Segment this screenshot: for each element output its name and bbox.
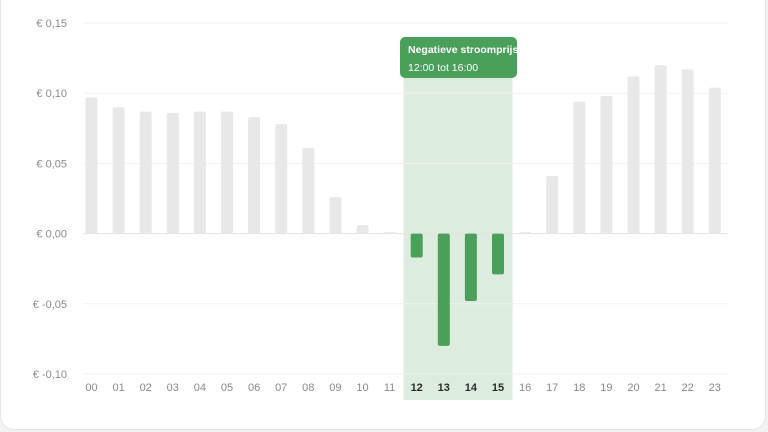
x-tick-label: 19 [600,382,612,394]
bar [600,96,613,234]
bar [627,76,640,234]
bar [546,176,559,234]
bar [329,197,342,234]
x-tick-label: 21 [654,382,666,394]
bar [681,69,694,234]
y-tick-label: € 0,00 [36,229,67,241]
tooltip-time-range: 12:00 tot 16:00 [408,62,479,74]
x-tick-label: 03 [167,382,179,394]
negative-price-tooltip: Negatieve stroomprijs 12:00 tot 16:00 [400,37,519,78]
y-tick-label: € -0,10 [33,369,67,381]
bar [112,107,125,234]
x-tick-label: 17 [546,382,558,394]
bar [573,101,586,234]
x-tick-label: 10 [356,382,368,394]
x-tick-label: 12 [411,382,423,394]
bar [356,225,369,234]
x-tick-label: 01 [112,382,124,394]
x-tick-label: 11 [384,382,395,394]
x-tick-label: 07 [275,382,287,394]
x-tick-label: 00 [85,382,97,394]
x-tick-label: 14 [465,382,478,394]
x-tick-label: 09 [329,382,341,394]
bar [383,232,396,234]
bar [139,111,152,234]
x-tick-label: 04 [194,382,206,394]
x-tick-label: 20 [627,382,639,394]
x-tick-label: 23 [709,382,721,394]
tooltip-title: Negatieve stroomprijs [408,44,519,56]
bar [275,124,288,234]
bar [410,233,423,258]
x-tick-label: 05 [221,382,233,394]
bar [85,97,98,234]
y-tick-label: € 0,15 [36,18,67,30]
y-tick-label: € 0,10 [36,88,67,100]
x-tick-label: 02 [140,382,152,394]
bar [302,147,315,234]
y-tick-label: € 0,05 [36,158,67,170]
bar [221,111,233,234]
bar [492,233,504,275]
bar [464,233,477,301]
x-tick-label: 15 [492,382,504,394]
bar [166,112,179,234]
x-tick-label: 06 [248,382,260,394]
x-tick-label: 18 [573,382,585,394]
bar [437,233,450,346]
x-tick-label: 13 [438,382,450,394]
x-tick-label: 08 [302,382,314,394]
bar [193,111,206,234]
bar [248,117,261,234]
bar [708,87,721,234]
bar [519,232,532,234]
x-tick-label: 22 [682,382,694,394]
bar [654,65,667,234]
x-tick-label: 16 [519,382,531,394]
highlight-band [403,56,513,400]
y-tick-label: € -0,05 [33,299,67,311]
